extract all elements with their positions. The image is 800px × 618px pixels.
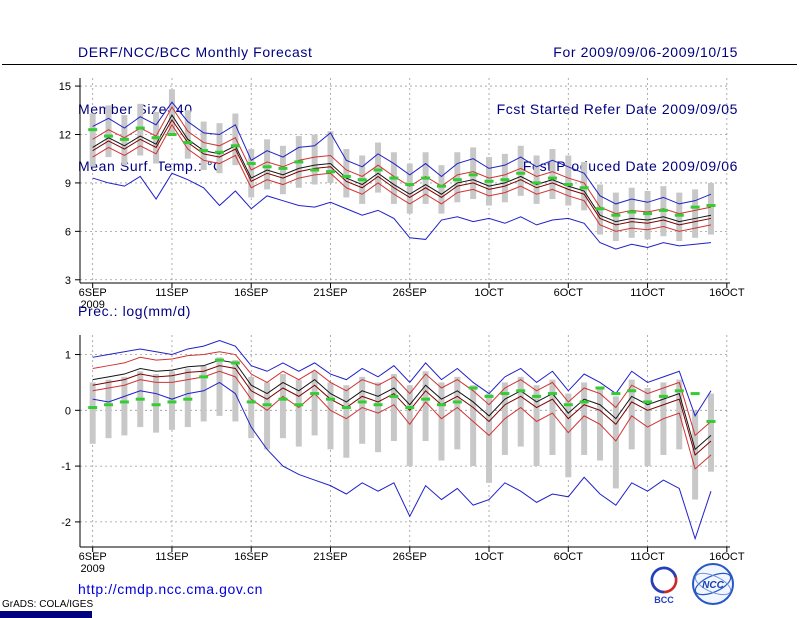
bottom-bar: [0, 611, 92, 618]
ncc-logo-orbit-2: [694, 572, 732, 596]
ncc-logo-text: NCC: [702, 580, 724, 591]
page-title: DERF/NCC/BCC Monthly Forecast: [78, 44, 313, 60]
svg-text:0: 0: [65, 405, 71, 417]
svg-text:11SEP: 11SEP: [155, 551, 188, 563]
forecast-range-label: For 2009/09/06-2009/10/15: [553, 44, 738, 60]
svg-text:9: 9: [65, 178, 71, 190]
svg-text:2009: 2009: [80, 563, 104, 575]
svg-text:11OCT: 11OCT: [630, 551, 665, 563]
svg-text:6SEP: 6SEP: [79, 551, 107, 563]
svg-text:6OCT: 6OCT: [554, 551, 584, 563]
ncc-logo-circle: [692, 563, 734, 605]
svg-text:11SEP: 11SEP: [155, 287, 188, 299]
svg-text:16SEP: 16SEP: [234, 287, 268, 299]
produced-date-label: Fcst Produced Date 2009/09/06: [522, 158, 738, 174]
svg-text:26SEP: 26SEP: [393, 287, 427, 299]
ncc-logo-orbit-1: [694, 572, 732, 596]
header-divider: [2, 64, 797, 65]
bcc-logo-blue-swirl: [650, 566, 677, 594]
member-size-label: Member Size=40: [78, 101, 193, 117]
svg-text:16SEP: 16SEP: [234, 551, 268, 563]
svg-text:16OCT: 16OCT: [709, 287, 745, 299]
svg-text:1: 1: [65, 350, 71, 362]
svg-text:1OCT: 1OCT: [474, 551, 504, 563]
svg-text:21SEP: 21SEP: [313, 287, 347, 299]
refer-date-label: Fcst Started Refer Date 2009/09/05: [496, 101, 738, 117]
svg-text:-1: -1: [61, 461, 71, 473]
svg-text:6: 6: [65, 226, 71, 238]
website-link[interactable]: http://cmdp.ncc.cma.gov.cn: [78, 581, 263, 597]
prec-variable-label: Prec.: log(mm/d): [78, 303, 192, 319]
svg-text:15: 15: [59, 81, 71, 93]
grads-credit: GrADS: COLA/IGES: [2, 599, 94, 610]
svg-text:1OCT: 1OCT: [474, 287, 504, 299]
svg-text:6OCT: 6OCT: [554, 287, 584, 299]
svg-text:16OCT: 16OCT: [709, 551, 745, 563]
svg-text:-2: -2: [61, 517, 71, 529]
bcc-logo: BCC: [650, 566, 678, 605]
svg-text:21SEP: 21SEP: [313, 551, 347, 563]
svg-text:11OCT: 11OCT: [630, 287, 665, 299]
svg-text:6SEP: 6SEP: [79, 287, 107, 299]
svg-text:3: 3: [65, 275, 71, 287]
svg-text:12: 12: [59, 129, 71, 141]
ncc-logo: NCC: [692, 563, 734, 605]
bcc-logo-text: BCC: [654, 595, 674, 605]
svg-text:2009: 2009: [80, 299, 104, 311]
header-right: For 2009/09/06-2009/10/15 Fcst Started R…: [497, 5, 738, 214]
svg-text:26SEP: 26SEP: [393, 551, 427, 563]
